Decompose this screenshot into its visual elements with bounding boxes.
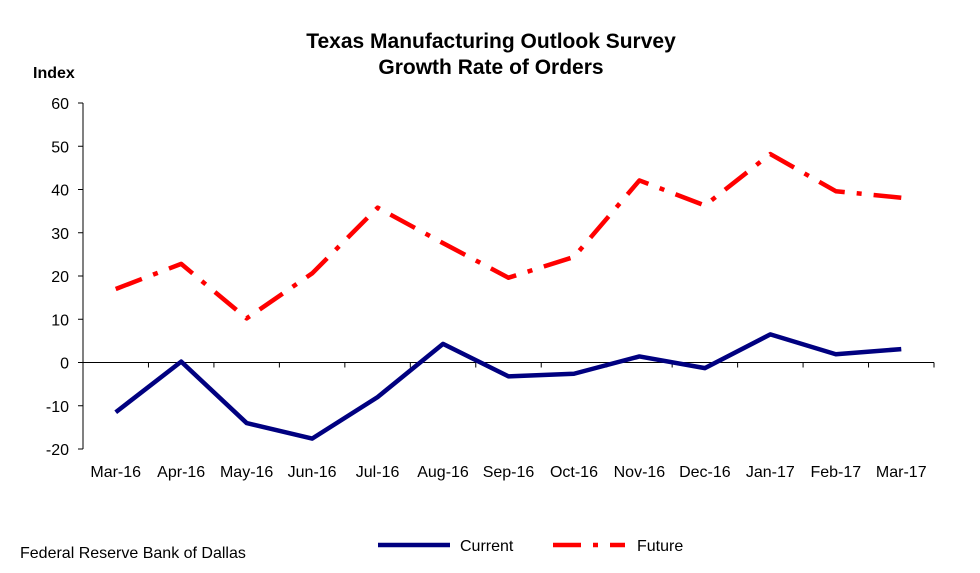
x-tick-label: Oct-16 [550,464,598,481]
legend-future-label: Future [637,538,683,555]
y-tick-label: 60 [51,96,69,113]
x-tick-label: May-16 [220,464,273,481]
series-line-current [114,332,902,441]
chart-subtitle: Growth Rate of Orders [378,56,603,79]
x-tick-label: Jun-16 [288,464,337,481]
x-tick-label: Mar-16 [90,464,141,481]
y-tick-labels: 60 50 40 30 20 10 0 -10 -20 [46,96,69,459]
x-tick-label: Dec-16 [679,464,731,481]
y-axis-label: Index [33,65,75,82]
y-tick-label: 50 [51,139,69,156]
y-tick-label: 20 [51,269,69,286]
x-tick-label: Aug-16 [417,464,469,481]
x-tick-label: Apr-16 [157,464,205,481]
x-tick-label: Feb-17 [810,464,861,481]
y-tick-label: 0 [60,356,69,373]
x-tick-label: Mar-17 [876,464,927,481]
y-tick-label: -20 [46,442,69,459]
source-note: Federal Reserve Bank of Dallas [20,545,246,562]
x-tick-labels: Mar-16 Apr-16 May-16 Jun-16 Jul-16 Aug-16 Sep-… [90,464,926,481]
series-line-future [114,151,902,321]
legend: Current Future [378,538,683,555]
y-tick-label: 40 [51,183,69,200]
chart-title: Texas Manufacturing Outlook Survey [306,30,676,53]
x-tick-label: Sep-16 [483,464,535,481]
x-tick-label: Jan-17 [746,464,795,481]
y-tick-label: 10 [51,312,69,329]
y-tick-label: 30 [51,226,69,243]
legend-current-label: Current [460,538,514,555]
x-tick-label: Nov-16 [614,464,666,481]
y-tick-label: -10 [46,399,69,416]
x-tick-label: Jul-16 [356,464,400,481]
axes [78,102,935,450]
series-layer [114,151,902,441]
